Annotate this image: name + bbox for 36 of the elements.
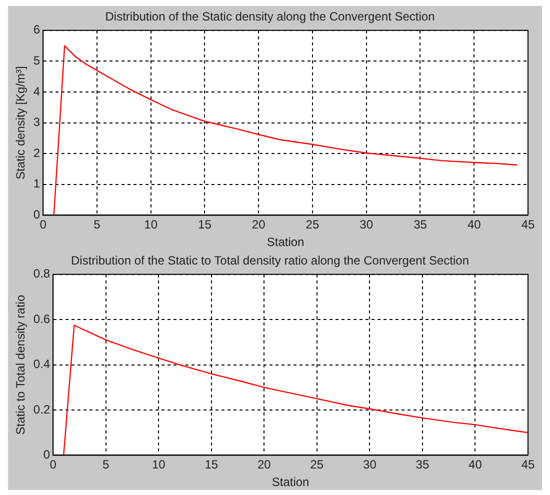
x-tick-label: 10 (144, 218, 158, 232)
x-axis-title: Station (266, 235, 304, 250)
x-tick-label: 5 (102, 458, 110, 472)
y-tick-label: 4 (33, 84, 40, 98)
x-tick-label: 35 (416, 458, 430, 472)
y-tick-label: 0.2 (33, 402, 50, 416)
x-tick-label: 10 (152, 458, 166, 472)
chart-title: Distribution of the Static density along the Convergent Section (105, 10, 435, 24)
x-tick-label: 45 (521, 218, 535, 232)
x-tick-label: 40 (468, 458, 482, 472)
x-tick-label: 35 (414, 218, 428, 232)
y-tick-label: 6 (33, 22, 40, 37)
y-tick-label: 0.8 (33, 266, 50, 281)
x-tick-label: 5 (94, 218, 101, 232)
x-tick-label: 25 (306, 218, 320, 232)
y-tick-label: 0 (43, 448, 50, 462)
x-tick-label: 20 (257, 458, 272, 472)
x-tick-label: 20 (252, 218, 266, 232)
x-tick-label: 45 (521, 458, 535, 472)
x-tick-label: 25 (310, 458, 324, 472)
y-tick-label: 0.4 (33, 357, 50, 372)
y-tick-label: 0 (33, 208, 40, 222)
x-tick-label: 15 (204, 458, 218, 472)
chart-title: Distribution of the Static to Total density ratio along the Convergent Section (70, 254, 470, 268)
y-tick-label: 0.6 (33, 312, 50, 326)
y-tick-label: 5 (33, 54, 40, 68)
x-axis-title: Station (272, 475, 310, 490)
y-axis-title: Static density [Kg/m³] (14, 66, 28, 180)
x-tick-label: 30 (360, 218, 374, 232)
x-tick-label: 15 (198, 218, 212, 232)
y-tick-label: 2 (33, 146, 40, 160)
x-tick-label: 30 (363, 458, 377, 472)
y-tick-label: 3 (33, 115, 40, 130)
x-tick-label: 40 (467, 218, 482, 232)
y-axis-title: Static to Total density ratio (14, 294, 28, 435)
y-tick-label: 1 (33, 176, 40, 191)
